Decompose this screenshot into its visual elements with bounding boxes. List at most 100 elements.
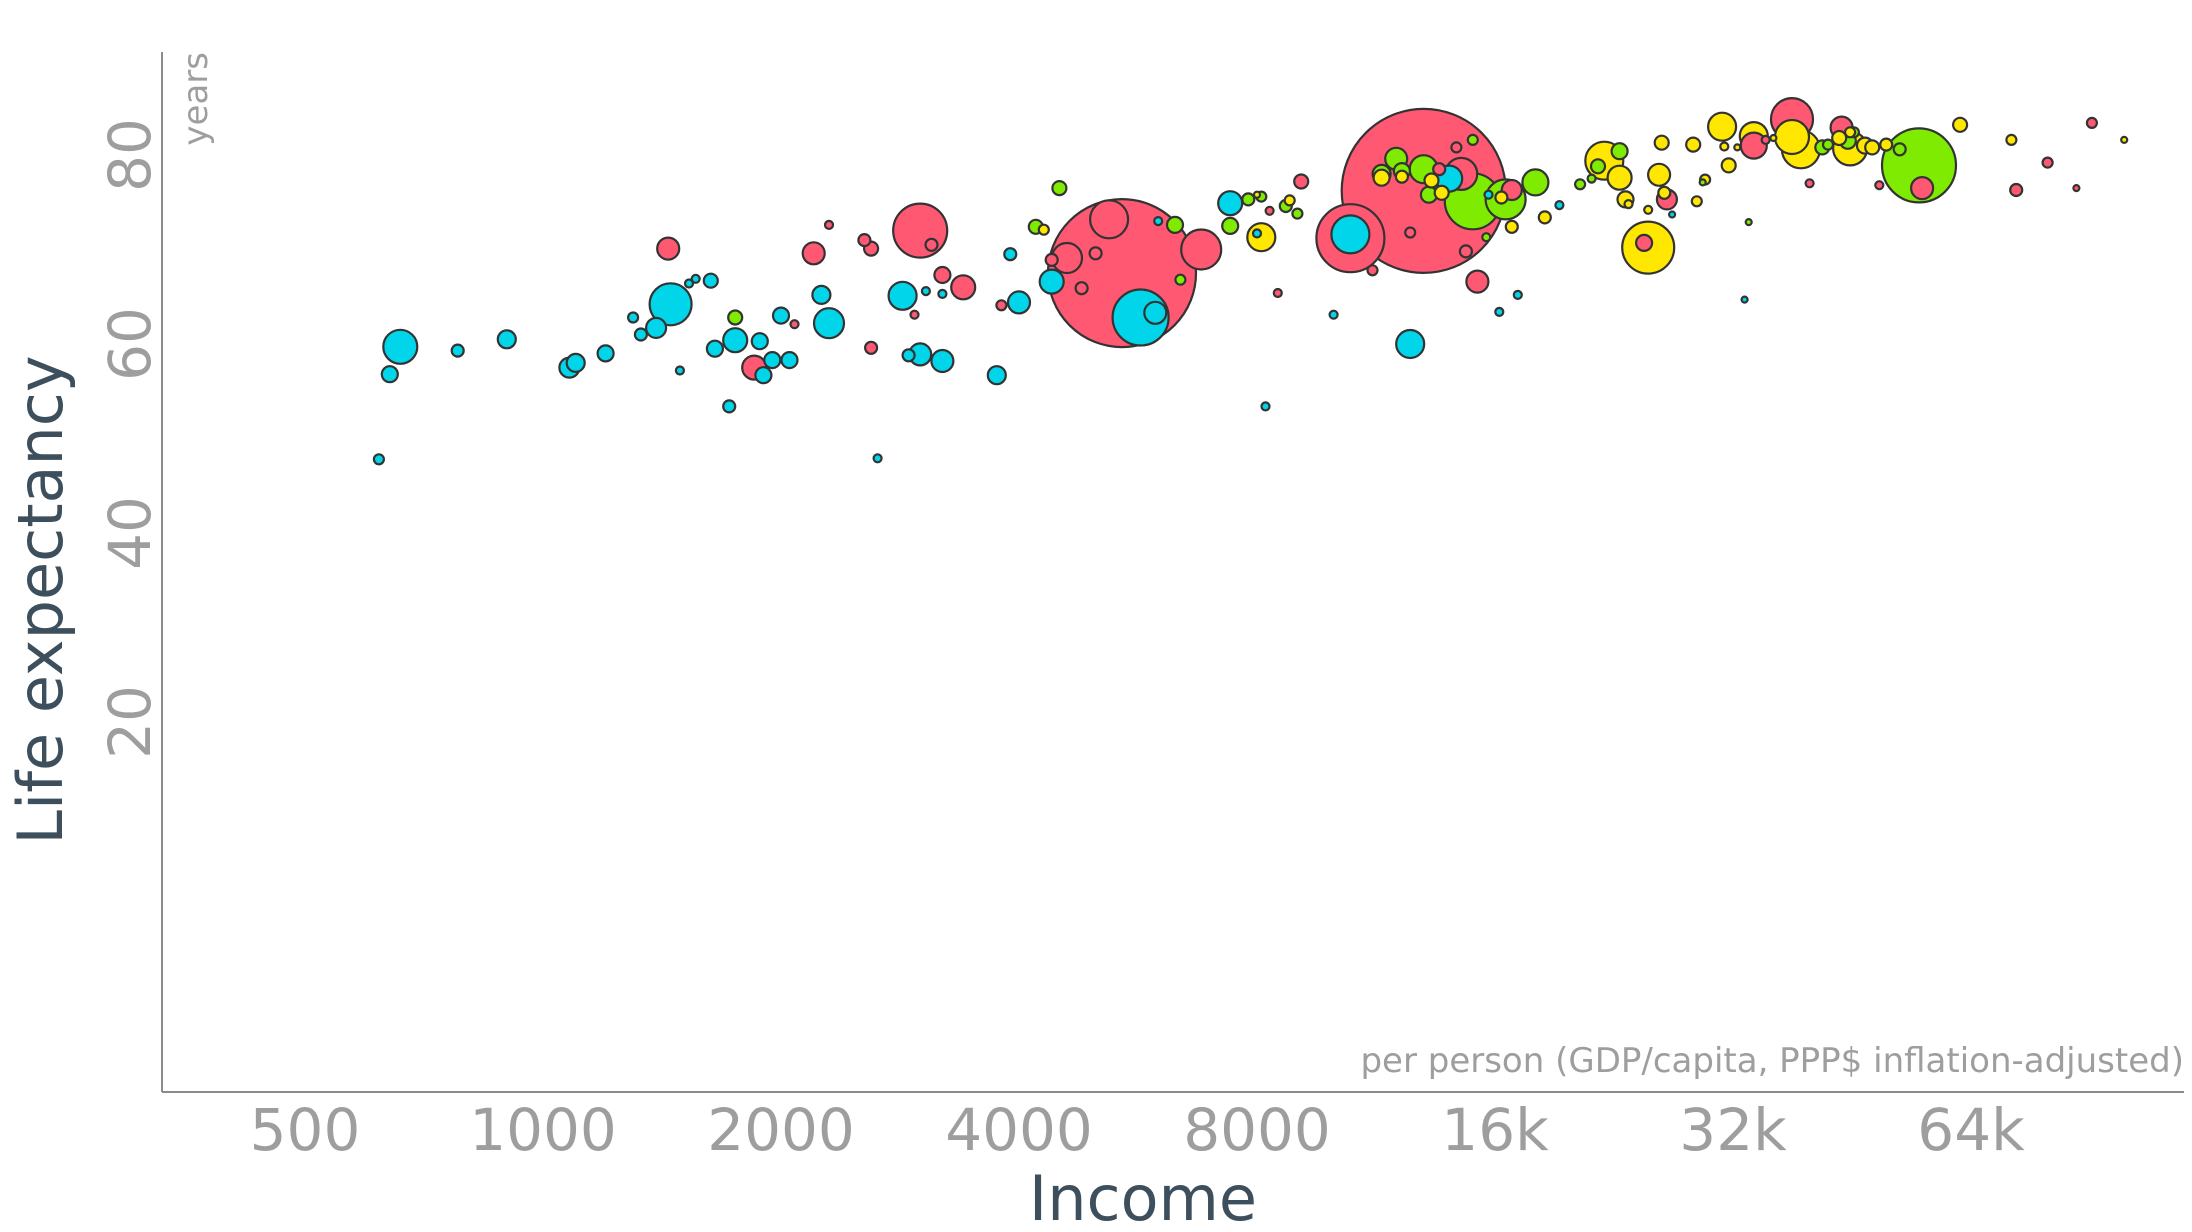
- bubble-point[interactable]: [1272, 287, 1283, 299]
- bubble-point[interactable]: [1760, 134, 1771, 145]
- bubble-point[interactable]: [1074, 281, 1089, 296]
- bubble-point[interactable]: [690, 273, 701, 284]
- bubble-point[interactable]: [937, 288, 948, 299]
- bubble-point[interactable]: [372, 453, 385, 466]
- bubble-point[interactable]: [1589, 158, 1607, 175]
- bubble-point[interactable]: [754, 366, 773, 385]
- bubble-point[interactable]: [1180, 228, 1223, 271]
- bubble-point[interactable]: [1404, 226, 1417, 239]
- bubble-point[interactable]: [702, 272, 719, 289]
- bubble-point[interactable]: [1554, 200, 1565, 211]
- bubble-point[interactable]: [380, 365, 399, 384]
- bubble-point[interactable]: [596, 344, 615, 363]
- bubble-point[interactable]: [1521, 168, 1550, 197]
- bubble-point[interactable]: [1458, 244, 1474, 259]
- bubble-point[interactable]: [1291, 207, 1304, 220]
- bubble-point[interactable]: [1892, 142, 1907, 157]
- bubble-point[interactable]: [1483, 189, 1494, 200]
- bubble-point[interactable]: [633, 327, 649, 342]
- bubble-point[interactable]: [1740, 295, 1749, 304]
- bubble-point[interactable]: [1512, 289, 1523, 300]
- bubble-point[interactable]: [1051, 180, 1068, 197]
- bubble-point[interactable]: [1006, 290, 1032, 315]
- bubble-point[interactable]: [1241, 192, 1256, 207]
- bubble-point[interactable]: [2072, 184, 2081, 193]
- bubble-point[interactable]: [1685, 136, 1702, 153]
- bubble-point[interactable]: [1044, 252, 1059, 267]
- bubble-point[interactable]: [2120, 135, 2129, 144]
- bubble-point[interactable]: [683, 278, 695, 289]
- bubble-point[interactable]: [1395, 328, 1426, 360]
- bubble-point[interactable]: [450, 343, 465, 358]
- bubble-point[interactable]: [705, 339, 725, 358]
- bubble-point[interactable]: [892, 202, 949, 259]
- bubble-point[interactable]: [1221, 216, 1240, 235]
- bubble-point[interactable]: [995, 299, 1008, 312]
- bubble-point[interactable]: [565, 352, 586, 373]
- bubble-point[interactable]: [1252, 190, 1262, 199]
- bubble-point[interactable]: [1643, 204, 1654, 215]
- bubble-point[interactable]: [872, 453, 883, 464]
- bubble-point[interactable]: [1433, 184, 1450, 201]
- bubble-point[interactable]: [1698, 178, 1707, 187]
- bubble-point[interactable]: [771, 306, 791, 325]
- bubble-point[interactable]: [789, 319, 800, 330]
- bubble-point[interactable]: [1394, 169, 1410, 184]
- bubble-point[interactable]: [2041, 156, 2054, 169]
- bubble-point[interactable]: [1804, 178, 1815, 189]
- bubble-point[interactable]: [1733, 143, 1742, 152]
- bubble-point[interactable]: [1951, 116, 1969, 133]
- bubble-point[interactable]: [1874, 180, 1885, 191]
- bubble-point[interactable]: [1217, 190, 1244, 217]
- bubble-point[interactable]: [1450, 141, 1463, 154]
- bubble-point[interactable]: [1330, 214, 1371, 255]
- bubble-point[interactable]: [648, 282, 693, 327]
- bubble-point[interactable]: [933, 265, 952, 285]
- bubble-point[interactable]: [909, 309, 920, 320]
- bubble-point[interactable]: [1372, 168, 1391, 187]
- bubble-point[interactable]: [1744, 218, 1753, 227]
- bubble-point[interactable]: [780, 351, 799, 370]
- bubble-point[interactable]: [924, 237, 939, 252]
- bubble-point[interactable]: [887, 280, 918, 311]
- bubble-point[interactable]: [496, 329, 517, 350]
- bubble-point[interactable]: [1432, 162, 1447, 177]
- bubble-point[interactable]: [1843, 126, 1857, 139]
- bubble-point[interactable]: [644, 316, 668, 339]
- bubble-point[interactable]: [1037, 223, 1050, 236]
- bubble-point[interactable]: [1769, 133, 1778, 143]
- bubble-point[interactable]: [930, 348, 955, 374]
- bubble-point[interactable]: [1328, 309, 1339, 320]
- bubble-point[interactable]: [1165, 215, 1185, 234]
- bubble-point[interactable]: [1088, 199, 1130, 240]
- bubble-point[interactable]: [863, 340, 879, 355]
- bubble-point[interactable]: [1423, 172, 1440, 189]
- bubble-point[interactable]: [1864, 139, 1881, 156]
- bubble-point[interactable]: [722, 399, 737, 414]
- bubble-point[interactable]: [1003, 247, 1018, 262]
- bubble-point[interactable]: [920, 286, 932, 297]
- bubble-point[interactable]: [1720, 157, 1737, 174]
- bubble-point[interactable]: [1667, 210, 1677, 219]
- bubble-point[interactable]: [1366, 264, 1379, 277]
- bubble-point[interactable]: [1174, 273, 1187, 286]
- bubble-point[interactable]: [1606, 164, 1633, 191]
- bubble-point[interactable]: [1264, 205, 1275, 216]
- bubble-point[interactable]: [1088, 246, 1103, 261]
- bubble-point[interactable]: [1719, 141, 1730, 152]
- bubble-point[interactable]: [901, 348, 916, 363]
- bubble-point[interactable]: [986, 365, 1007, 386]
- bubble-point[interactable]: [1143, 300, 1168, 325]
- bubble-point[interactable]: [2005, 133, 2018, 146]
- bubble-point[interactable]: [1494, 190, 1509, 205]
- bubble-point[interactable]: [1690, 195, 1703, 208]
- bubble-point[interactable]: [1283, 194, 1296, 207]
- bubble-point[interactable]: [382, 328, 419, 365]
- bubble-point[interactable]: [1246, 222, 1277, 253]
- bubble-point[interactable]: [1537, 210, 1552, 225]
- bubble-point[interactable]: [811, 284, 832, 305]
- bubble-point[interactable]: [1465, 269, 1490, 294]
- bubble-point[interactable]: [1586, 173, 1597, 184]
- bubble-point[interactable]: [1573, 178, 1587, 191]
- bubble-point[interactable]: [1653, 134, 1670, 151]
